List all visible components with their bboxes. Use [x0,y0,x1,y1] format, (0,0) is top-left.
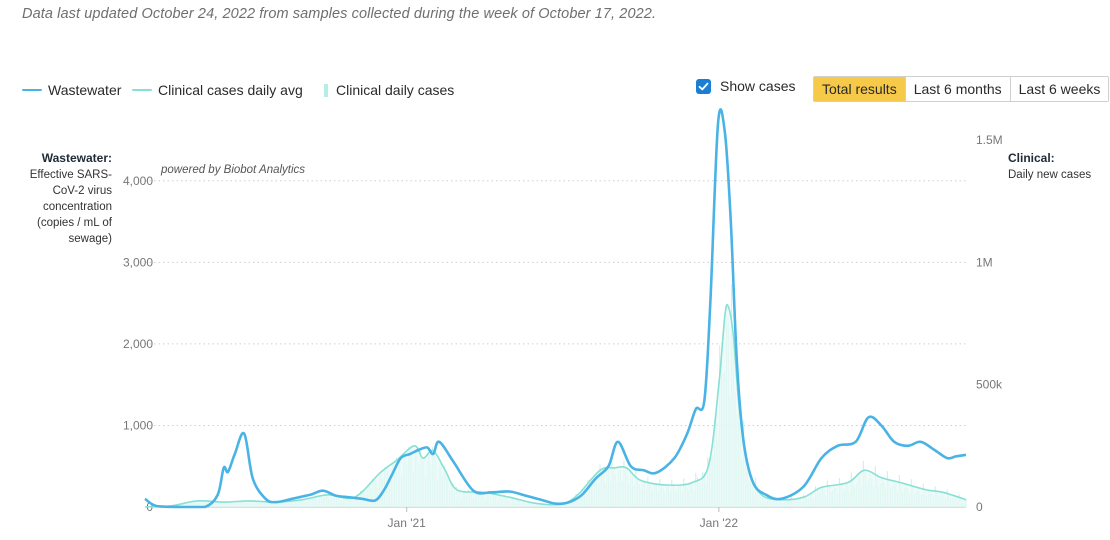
y-right-tick-label: 0 [976,500,983,514]
left-axis-title-heading: Wastewater: [41,151,112,165]
last-updated-note: Data last updated October 24, 2022 from … [22,6,657,22]
x-tick-label: Jan '22 [700,516,739,530]
y-left-tick-label: 1,000 [123,418,153,432]
last-6-months-button[interactable]: Last 6 months [905,77,1011,101]
y-left-tick-label: 3,000 [123,255,153,269]
legend-clinical-avg-label: Clinical cases daily avg [158,82,303,98]
total-results-button[interactable]: Total results [814,77,906,101]
clinical-avg-line[interactable] [144,303,967,508]
clinical-avg-area [145,304,966,507]
time-range-selector: Total results Last 6 months Last 6 weeks [813,76,1110,102]
powered-by-watermark: powered by Biobot Analytics [161,164,306,176]
x-tick-label: Jan '21 [388,516,427,530]
clinical-avg-swatch-icon [132,89,152,91]
legend-wastewater-label: Wastewater [48,82,122,98]
legend-clinical-avg[interactable]: Clinical cases daily avg [132,80,303,100]
last-6-weeks-button[interactable]: Last 6 weeks [1010,77,1109,101]
right-axis-title-heading: Clinical: [1008,151,1055,165]
y-left-tick-label: 2,000 [123,337,153,351]
right-axis-subtitle: Daily new cases [1008,169,1092,181]
wastewater-swatch-icon [22,88,42,92]
y-right-tick-label: 500k [976,378,1003,392]
wastewater-line[interactable] [144,108,967,509]
legend-clinical-daily[interactable]: Clinical daily cases [324,80,454,100]
right-axis-title: Clinical: Daily new cases [1008,150,1091,183]
y-right-tick-label: 1.5M [976,133,1003,147]
show-cases-toggle[interactable]: Show cases [696,78,795,94]
left-axis-subtitle: Effective SARS-CoV-2 virus concentration… [29,169,112,245]
legend-clinical-daily-label: Clinical daily cases [336,82,455,98]
y-right-tick-label: 1M [976,255,993,269]
show-cases-label: Show cases [720,78,796,94]
legend-wastewater[interactable]: Wastewater [22,80,121,100]
clinical-daily-swatch-icon [324,83,328,97]
checkbox-checked-icon[interactable] [696,78,711,94]
y-left-tick-label: 4,000 [123,174,153,188]
left-axis-title: Wastewater: Effective SARS-CoV-2 virus c… [12,150,112,247]
